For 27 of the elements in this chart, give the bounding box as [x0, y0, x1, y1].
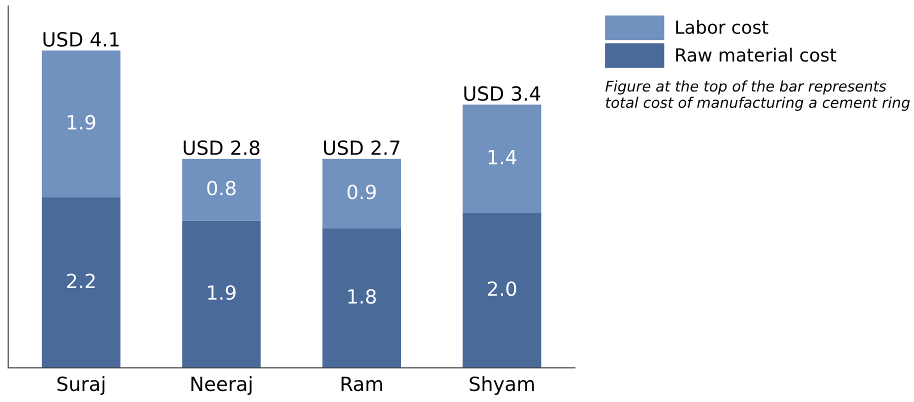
total-label: USD 2.8: [184, 140, 260, 156]
legend-label: Labor cost: [676, 20, 768, 34]
x-tick-label: Shyam: [470, 376, 534, 395]
bar: [42, 198, 120, 368]
data-label: 2.0: [488, 281, 516, 296]
total-label: USD 4.1: [44, 32, 119, 47]
bar: [462, 213, 542, 368]
text: Figure at the top of the bar represents total cost of manufacturing a cement ring: [605, 80, 910, 111]
bar: [182, 220, 261, 368]
total-label: USD 2.7: [324, 140, 400, 156]
bar: [42, 50, 120, 198]
data-label: 1.9: [68, 114, 96, 130]
x-tick-label: Suraj: [57, 376, 104, 395]
x-tick-label: Ram: [342, 376, 382, 392]
data-label: 1.8: [348, 289, 376, 304]
total-label: USD 3.4: [464, 86, 540, 101]
bar: [322, 228, 401, 368]
data-label: 0.9: [348, 184, 376, 200]
data-label: 0.8: [207, 180, 236, 196]
data-label: 1.9: [208, 285, 236, 300]
legend-label: Raw material cost: [676, 48, 836, 62]
x-tick-label: Neeraj: [191, 376, 252, 395]
data-label: 1.4: [488, 150, 516, 164]
bar: [322, 158, 401, 228]
bar: [182, 158, 261, 221]
bar: [462, 104, 542, 214]
data-label: 2.2: [67, 274, 95, 288]
